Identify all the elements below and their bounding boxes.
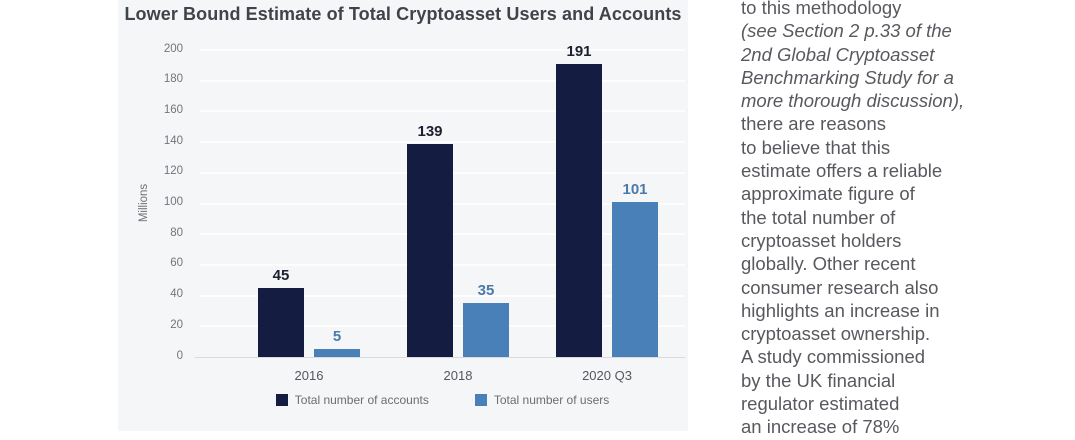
x-axis-category-label: 2016: [294, 368, 324, 383]
paragraph-line: to believe that this: [741, 136, 891, 158]
y-axis-tick-label: 0: [176, 349, 183, 362]
paragraph-line: by the UK financial: [741, 369, 896, 391]
paragraph-line: approximate figure of: [741, 183, 915, 205]
y-axis-tick-label: 80: [170, 226, 183, 239]
bar-2016-series-0: [258, 287, 304, 357]
gridline: [200, 141, 685, 144]
legend-label: Total number of accounts: [294, 393, 429, 407]
x-axis-category-label: 2020 Q3: [582, 368, 632, 383]
bar-value-label: 139: [417, 122, 443, 140]
bar-value-label: 191: [566, 42, 592, 60]
gridline: [200, 110, 685, 113]
bar-2020-q3-series-0: [556, 63, 602, 357]
paragraph-line: more thorough discussion),: [741, 90, 965, 112]
paragraph-line: there are reasons: [741, 113, 887, 135]
bar-2020-q3-series-1: [612, 201, 658, 357]
paragraph-line: cryptoasset ownership.: [741, 323, 931, 345]
y-axis-tick-label: 40: [170, 288, 183, 301]
legend-label: Total number of users: [493, 393, 610, 407]
paragraph-line: an increase of 78%: [741, 416, 900, 438]
legend-swatch-icon: [474, 394, 487, 406]
bar-2018-series-1: [463, 303, 509, 357]
paragraph-text: to this methodology (see Section 2 p.33 o…: [741, 0, 1071, 439]
legend-swatch-icon: [275, 394, 288, 406]
paragraph-line: regulator estimated: [741, 393, 900, 415]
paragraph-line: the total number of: [741, 206, 896, 228]
bar-value-label: 5: [332, 328, 342, 346]
y-axis-tick-label: 180: [163, 73, 183, 86]
paragraph-line: highlights an increase in: [741, 299, 940, 321]
chart-title: Lower Bound Estimate of Total Cryptoasse…: [124, 4, 682, 24]
x-axis-category-label: 2018: [443, 368, 473, 383]
chart-card: Lower Bound Estimate of Total Cryptoasse…: [118, 0, 688, 431]
paragraph-line: (see Section 2 p.33 of the: [741, 20, 952, 42]
paragraph-line: Benchmarking Study for a: [741, 66, 954, 88]
paragraph-line: to this methodology: [741, 0, 902, 18]
x-axis-line: [195, 357, 685, 358]
paragraph-line: consumer research also: [741, 276, 939, 298]
y-axis-tick-label: 200: [163, 42, 183, 55]
paragraph-line: 2nd Global Cryptoasset: [741, 43, 935, 65]
gridline: [200, 79, 685, 82]
bar-2018-series-0: [407, 143, 453, 357]
bar-value-label: 45: [272, 266, 290, 284]
bar-value-label: 101: [622, 180, 648, 198]
y-axis-tick-label: 160: [163, 103, 183, 116]
y-axis-tick-label: 120: [163, 165, 183, 178]
y-axis-tick-label: 60: [170, 257, 183, 270]
bar-2016-series-1: [314, 349, 360, 357]
gridline: [200, 49, 685, 51]
y-axis-tick-label: 100: [163, 196, 183, 208]
y-axis-tick-label: 20: [170, 318, 183, 331]
paragraph-line: globally. Other recent: [741, 253, 916, 275]
y-axis-tick-label: 140: [163, 134, 183, 147]
chart-legend: Total number of accounts Total number of …: [200, 393, 685, 407]
legend-item: Total number of users: [474, 393, 610, 407]
paragraph-line: estimate offers a reliable: [741, 160, 943, 182]
paragraph-line: cryptoasset holders: [741, 229, 902, 251]
bar-value-label: 35: [477, 282, 495, 300]
paragraph-line: A study commissioned: [741, 346, 926, 368]
legend-item: Total number of accounts: [275, 393, 429, 407]
